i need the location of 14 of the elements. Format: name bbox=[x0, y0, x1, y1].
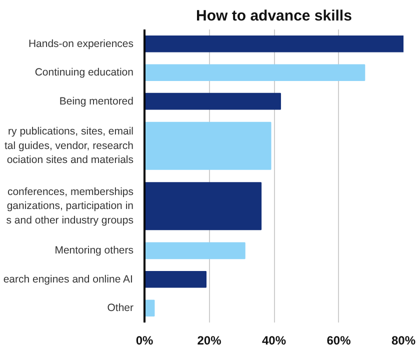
y-tick-label: ry publications, sites, email tal guides, vendor, research ociation sites and materials bbox=[4, 125, 134, 166]
x-tick-label: 0% bbox=[136, 334, 154, 348]
x-tick-label: 20% bbox=[197, 334, 222, 348]
x-tick-label: 60% bbox=[326, 334, 352, 348]
y-tick-label: Hands-on experiences bbox=[28, 38, 134, 50]
y-tick-label: Other bbox=[107, 302, 134, 314]
y-tick-label: earch engines and online AI bbox=[3, 273, 133, 286]
y-tick-label: conferences, memberships ganizations, participation in s and other industry groups bbox=[6, 186, 134, 227]
x-tick-label: 80% bbox=[391, 334, 416, 348]
y-tick-label: Being mentored bbox=[59, 95, 134, 108]
x-tick-label: 40% bbox=[262, 334, 286, 348]
y-tick-label: Mentoring others bbox=[54, 244, 134, 257]
y-tick-label: Continuing education bbox=[34, 66, 134, 79]
chart-title: How to advance skills bbox=[196, 8, 352, 24]
